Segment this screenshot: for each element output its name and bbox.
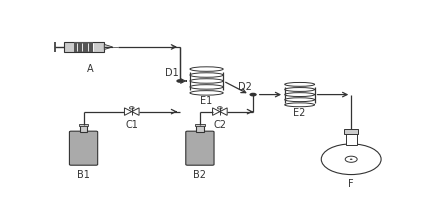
Circle shape <box>130 107 134 109</box>
Polygon shape <box>132 108 139 115</box>
Bar <box>79 124 88 126</box>
FancyBboxPatch shape <box>69 131 98 165</box>
Ellipse shape <box>285 103 314 107</box>
Bar <box>195 124 205 126</box>
Ellipse shape <box>285 98 314 102</box>
Bar <box>196 125 204 132</box>
Text: B1: B1 <box>77 170 90 180</box>
Text: D1: D1 <box>165 69 178 78</box>
Text: E2: E2 <box>293 108 306 118</box>
Ellipse shape <box>285 82 314 86</box>
Polygon shape <box>220 108 227 115</box>
Bar <box>80 125 87 132</box>
Circle shape <box>350 159 353 160</box>
Polygon shape <box>212 108 220 115</box>
Ellipse shape <box>285 88 314 91</box>
Circle shape <box>176 79 184 83</box>
FancyBboxPatch shape <box>344 129 358 134</box>
Ellipse shape <box>190 79 223 83</box>
Bar <box>74 42 94 52</box>
Ellipse shape <box>285 93 314 97</box>
Circle shape <box>249 93 257 96</box>
Ellipse shape <box>190 91 223 95</box>
Text: A: A <box>87 64 94 74</box>
Circle shape <box>321 144 381 175</box>
Text: F: F <box>348 179 354 189</box>
Ellipse shape <box>190 67 223 71</box>
Text: B2: B2 <box>193 170 206 180</box>
FancyBboxPatch shape <box>63 42 104 52</box>
Ellipse shape <box>190 73 223 77</box>
Bar <box>346 134 356 145</box>
Polygon shape <box>104 44 112 50</box>
Text: C1: C1 <box>125 120 138 130</box>
Circle shape <box>345 156 357 162</box>
Text: E1: E1 <box>200 96 213 106</box>
Polygon shape <box>124 108 132 115</box>
Circle shape <box>218 107 222 109</box>
FancyBboxPatch shape <box>186 131 214 165</box>
Text: C2: C2 <box>213 120 227 130</box>
Text: D2: D2 <box>238 82 251 92</box>
Ellipse shape <box>190 85 223 89</box>
